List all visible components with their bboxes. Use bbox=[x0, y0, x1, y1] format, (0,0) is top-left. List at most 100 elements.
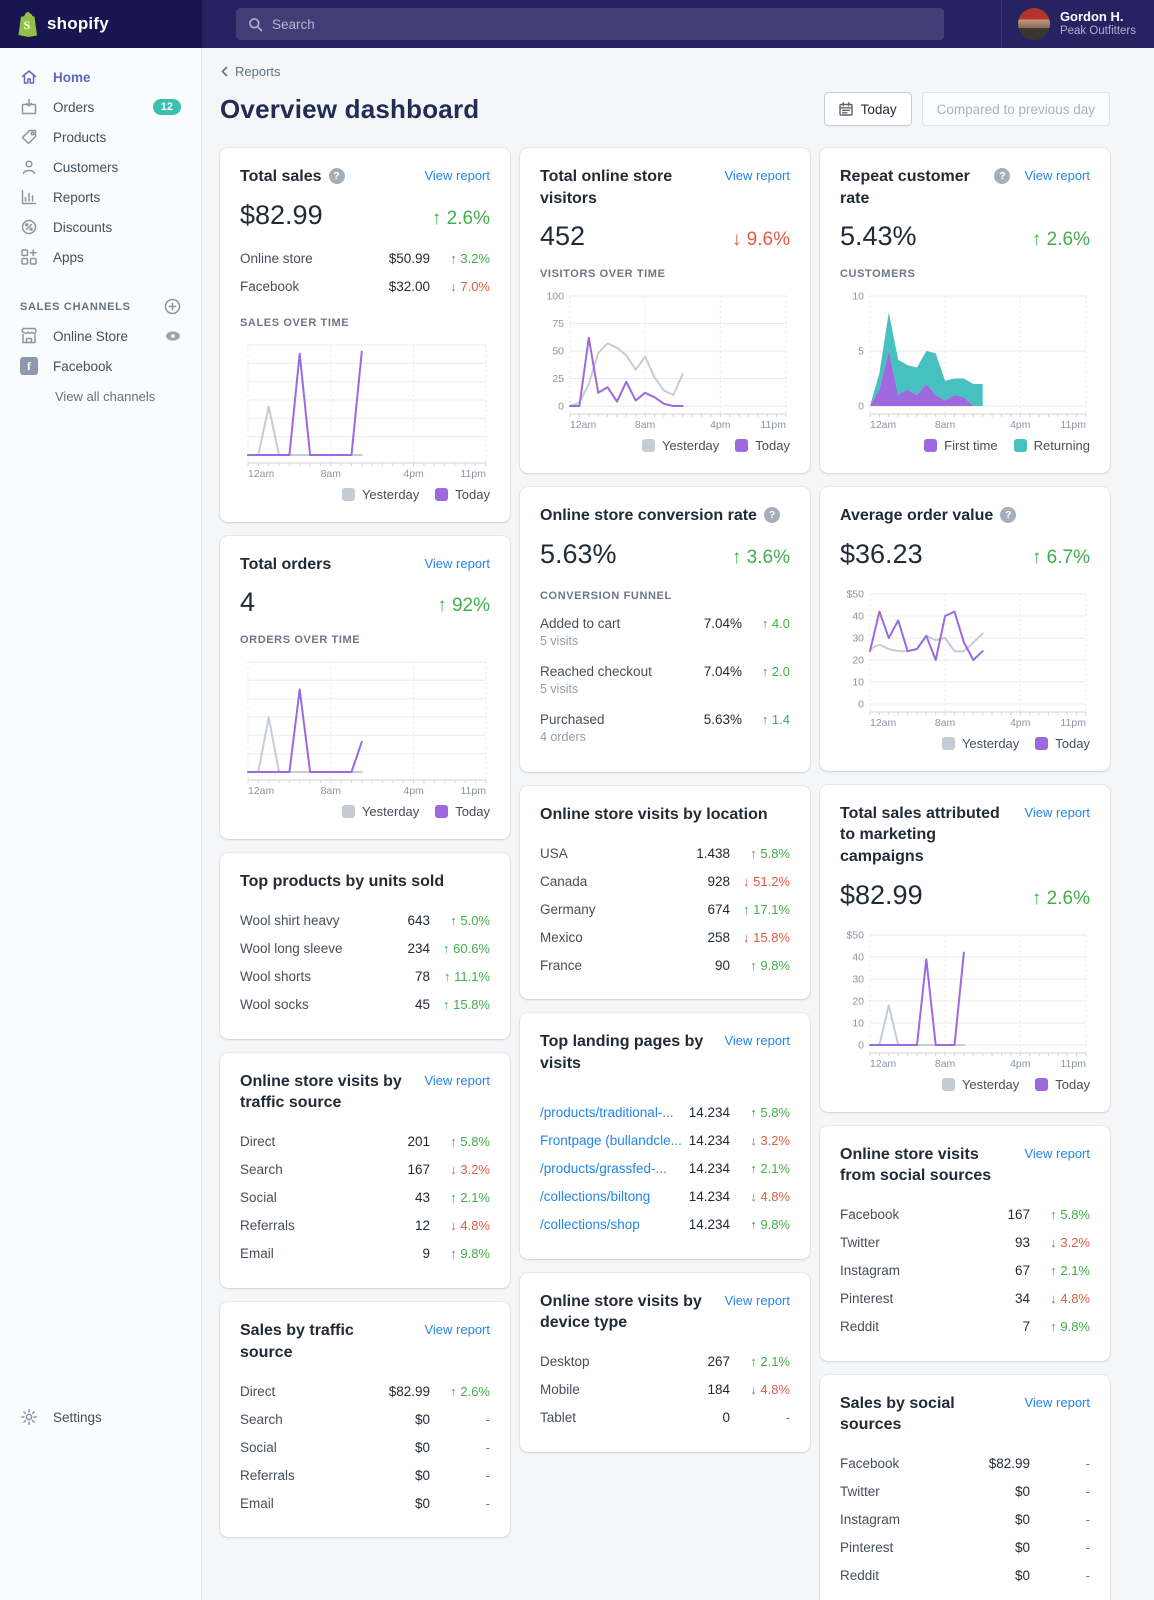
card-average-order-value: Average order value ? $36.23 ↑ 6.7% $50 4… bbox=[820, 487, 1110, 771]
table-row: Email 9 ↑ 9.8% bbox=[240, 1246, 490, 1262]
svg-text:$50: $50 bbox=[846, 588, 864, 600]
card-title: Online store visits by traffic source bbox=[240, 1072, 402, 1112]
sidebar-item-label: Online Store bbox=[53, 328, 129, 344]
svg-text:4pm: 4pm bbox=[710, 419, 731, 430]
shopify-logo[interactable]: S shopify bbox=[0, 0, 202, 48]
sidebar-item-reports[interactable]: Reports bbox=[0, 182, 201, 212]
table-row: Pinterest 34 ↓ 4.8% bbox=[840, 1291, 1090, 1307]
metric-delta: ↑ 92% bbox=[437, 595, 490, 617]
table-row: Mexico 258 ↓ 15.8% bbox=[540, 929, 790, 945]
sidebar-item-label: Products bbox=[53, 129, 107, 145]
landing-page-link[interactable]: /collections/shop bbox=[540, 1217, 640, 1233]
user-avatar bbox=[1017, 8, 1050, 40]
metric-delta: ↓ 9.6% bbox=[731, 229, 790, 251]
svg-text:12am: 12am bbox=[870, 717, 897, 728]
view-report-link[interactable]: View report bbox=[424, 1072, 490, 1088]
add-channel-button[interactable] bbox=[164, 298, 181, 315]
breadcrumb-label: Reports bbox=[235, 64, 281, 79]
view-report-link[interactable]: View report bbox=[424, 1321, 490, 1337]
sidebar-item-apps[interactable]: Apps bbox=[0, 242, 201, 272]
view-report-link[interactable]: View report bbox=[724, 168, 790, 183]
table-row: Online store $50.99 ↑ 3.2% bbox=[240, 251, 490, 267]
view-online-store-icon[interactable] bbox=[165, 328, 181, 344]
svg-text:20: 20 bbox=[852, 995, 864, 1007]
card-title: Repeat customer rate bbox=[840, 168, 970, 207]
shopify-wordmark: shopify bbox=[47, 14, 109, 33]
card-sales-by-traffic-source: Sales by traffic source View report Dire… bbox=[220, 1301, 510, 1538]
view-report-link[interactable]: View report bbox=[724, 1033, 790, 1049]
eye-icon bbox=[166, 331, 180, 341]
table-row: Referrals $0- bbox=[240, 1467, 490, 1483]
help-icon[interactable]: ? bbox=[994, 168, 1011, 184]
card-conversion-rate: Online store conversion rate ? 5.63% ↑ 3… bbox=[520, 487, 810, 772]
legend-swatch bbox=[1035, 736, 1049, 750]
svg-text:8am: 8am bbox=[321, 785, 342, 796]
table-row: /collections/shop 14.234 ↑ 9.8% bbox=[540, 1217, 790, 1233]
table-row: /products/grassfed-... 14.234 ↑ 2.1% bbox=[540, 1161, 790, 1177]
user-company: Peak Outfitters bbox=[1059, 25, 1136, 38]
dashboard-grid: Total sales ? View report $82.99 ↑ 2.6% … bbox=[220, 148, 1110, 1600]
card-marketing-sales: Total sales attributed to marketing camp… bbox=[820, 784, 1110, 1112]
metric-value: $82.99 bbox=[840, 879, 923, 910]
landing-page-link[interactable]: /products/grassfed-... bbox=[540, 1161, 667, 1177]
customers-icon bbox=[22, 160, 36, 174]
orders-count-badge: 12 bbox=[152, 99, 181, 115]
breadcrumb[interactable]: Reports bbox=[220, 64, 281, 79]
search-input[interactable]: Search bbox=[236, 8, 944, 40]
card-title: Total sales bbox=[240, 168, 322, 185]
svg-text:8am: 8am bbox=[321, 468, 342, 479]
facebook-icon: f bbox=[20, 357, 38, 375]
view-report-link[interactable]: View report bbox=[1024, 1145, 1090, 1161]
svg-text:10: 10 bbox=[852, 291, 864, 303]
table-row: Facebook $32.00 ↓ 7.0% bbox=[240, 279, 490, 295]
svg-text:4pm: 4pm bbox=[1010, 717, 1031, 728]
metric-value: 5.43% bbox=[840, 221, 917, 252]
landing-page-link[interactable]: /collections/biltong bbox=[540, 1189, 651, 1205]
sidebar-item-customers[interactable]: Customers bbox=[0, 152, 201, 182]
landing-page-link[interactable]: Frontpage (bullandcle... bbox=[540, 1133, 682, 1149]
svg-text:0: 0 bbox=[558, 401, 564, 413]
sidebar-item-home[interactable]: Home bbox=[0, 62, 201, 92]
svg-text:11pm: 11pm bbox=[1061, 419, 1087, 430]
view-all-channels-link[interactable]: View all channels bbox=[55, 389, 156, 404]
table-row: Pinterest $0- bbox=[840, 1540, 1090, 1556]
view-report-link[interactable]: View report bbox=[1024, 168, 1090, 183]
average-order-value-chart: $50 40 30 20 10 0 12am 8am 4pm 11pm bbox=[840, 588, 1090, 729]
card-repeat-customer-rate: Repeat customer rate ? View report 5.43%… bbox=[820, 148, 1110, 474]
sidebar-item-online-store[interactable]: Online Store bbox=[0, 321, 201, 351]
orders-icon bbox=[21, 98, 37, 115]
topbar-search-area: Search bbox=[202, 0, 1001, 48]
table-row: Wool shirt heavy 643 ↑ 5.0% bbox=[240, 913, 490, 929]
svg-text:11pm: 11pm bbox=[1061, 1058, 1087, 1069]
store-icon bbox=[21, 327, 37, 344]
sidebar-item-label: Apps bbox=[53, 249, 84, 265]
view-report-link[interactable]: View report bbox=[424, 168, 490, 183]
sidebar-item-settings[interactable]: Settings bbox=[0, 1402, 201, 1432]
user-menu[interactable]: Gordon H. Peak Outfitters bbox=[1000, 0, 1154, 48]
svg-text:5: 5 bbox=[858, 346, 864, 358]
chart-legend: First time Returning bbox=[840, 438, 1090, 453]
svg-text:30: 30 bbox=[852, 973, 864, 985]
svg-text:10: 10 bbox=[852, 676, 864, 688]
svg-text:0: 0 bbox=[858, 1039, 864, 1051]
help-icon[interactable]: ? bbox=[1000, 507, 1017, 524]
sidebar-item-discounts[interactable]: Discounts bbox=[0, 212, 201, 242]
sidebar-item-orders[interactable]: Orders 12 bbox=[0, 92, 201, 122]
compare-button[interactable]: Compared to previous day bbox=[921, 92, 1110, 126]
svg-text:11pm: 11pm bbox=[461, 468, 487, 479]
view-report-link[interactable]: View report bbox=[1024, 804, 1090, 820]
help-icon[interactable]: ? bbox=[763, 507, 780, 524]
landing-page-link[interactable]: /products/traditional-... bbox=[540, 1105, 674, 1121]
orders-over-time-chart: 12am 8am 4pm 11pm bbox=[240, 656, 490, 797]
view-report-link[interactable]: View report bbox=[1024, 1394, 1090, 1410]
user-name: Gordon H. bbox=[1059, 8, 1124, 24]
metric-value: 5.63% bbox=[540, 538, 617, 569]
products-icon bbox=[21, 129, 37, 145]
sidebar-item-products[interactable]: Products bbox=[0, 122, 201, 152]
sidebar-item-facebook[interactable]: f Facebook bbox=[0, 351, 201, 381]
view-report-link[interactable]: View report bbox=[424, 555, 490, 571]
view-report-link[interactable]: View report bbox=[724, 1292, 790, 1308]
svg-text:4pm: 4pm bbox=[403, 785, 424, 796]
help-icon[interactable]: ? bbox=[328, 168, 345, 184]
date-range-button[interactable]: Today bbox=[823, 92, 912, 126]
